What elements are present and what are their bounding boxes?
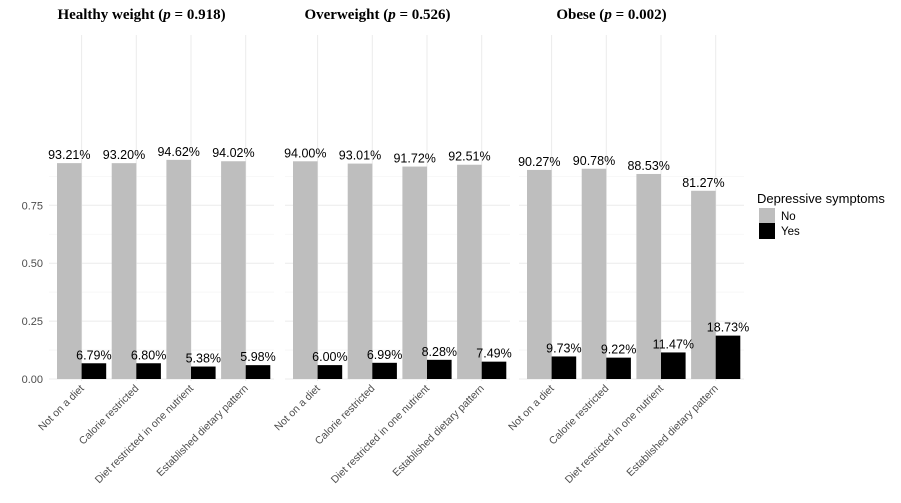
legend-title: Depressive symptoms xyxy=(757,191,885,206)
bar-no xyxy=(636,173,661,379)
data-label: 5.38% xyxy=(186,352,221,366)
data-label: 9.22% xyxy=(601,343,636,357)
data-label: 90.78% xyxy=(573,154,615,168)
x-tick-label: Established dietary pattern xyxy=(390,383,487,480)
x-tick-label: Established dietary pattern xyxy=(154,383,251,480)
panel-title: Healthy weight (p = 0.918) xyxy=(57,7,225,23)
legend-label-no: No xyxy=(781,211,796,223)
x-tick-label: Diet restricted in one nutrient xyxy=(563,383,666,486)
bar-no xyxy=(221,161,246,379)
bar-yes xyxy=(481,361,507,379)
data-label: 6.00% xyxy=(312,350,347,364)
x-tick-label: Not on a diet xyxy=(272,383,323,434)
data-label: 93.01% xyxy=(339,149,381,163)
data-label: 6.80% xyxy=(131,348,166,362)
data-label: 5.98% xyxy=(240,350,275,364)
bar-no xyxy=(347,163,373,379)
data-label: 94.02% xyxy=(212,146,254,160)
bar-yes xyxy=(606,357,631,379)
x-tick-label: Diet restricted in one nutrient xyxy=(329,383,432,486)
bar-yes xyxy=(715,335,741,379)
data-label: 81.27% xyxy=(682,176,724,190)
data-label: 92.51% xyxy=(448,150,490,164)
y-tick-label: 0.00 xyxy=(22,374,43,386)
y-tick-label: 0.50 xyxy=(22,258,43,270)
bars xyxy=(57,159,741,379)
bar-no xyxy=(57,163,82,379)
data-label: 18.73% xyxy=(707,321,749,335)
bar-no xyxy=(166,159,191,379)
bar-no xyxy=(402,166,427,379)
x-tick-label: Established dietary pattern xyxy=(624,383,721,480)
panel-title: Overweight (p = 0.526) xyxy=(304,7,450,23)
bar-no xyxy=(527,169,552,379)
data-label: 88.53% xyxy=(627,159,669,173)
panel-titles: Healthy weight (p = 0.918) Overweight (p … xyxy=(57,7,666,23)
data-label: 94.00% xyxy=(284,146,326,160)
data-label: 9.73% xyxy=(546,341,581,355)
bar-yes xyxy=(372,362,397,379)
bar-no xyxy=(691,190,716,379)
bar-yes xyxy=(551,356,577,379)
x-tick-label: Not on a diet xyxy=(506,383,557,434)
bar-yes xyxy=(317,365,343,379)
bar-yes xyxy=(661,352,686,379)
bar-yes xyxy=(136,363,161,379)
data-label: 6.99% xyxy=(367,348,402,362)
bar-yes xyxy=(427,359,452,379)
y-tick-label: 0.75 xyxy=(22,200,43,212)
bar-no xyxy=(581,168,607,379)
panel-title: Obese (p = 0.002) xyxy=(556,7,666,23)
data-label: 8.28% xyxy=(422,345,457,359)
bar-yes xyxy=(245,365,271,379)
bar-no xyxy=(457,164,482,379)
y-axis: 0.00 0.25 0.50 0.75 xyxy=(22,200,43,386)
bar-no xyxy=(111,163,137,379)
data-label: 93.20% xyxy=(103,148,145,162)
data-label: 6.79% xyxy=(76,348,111,362)
legend-swatch-no xyxy=(759,208,775,224)
data-label: 90.27% xyxy=(518,155,560,169)
data-label: 94.62% xyxy=(157,145,199,159)
x-tick-label: Diet restricted in one nutrient xyxy=(93,383,196,486)
data-labels: 93.21% 6.79% 93.20% 6.80% 94.62% 5.38% 94.02% 5… xyxy=(48,145,749,366)
y-tick-label: 0.25 xyxy=(22,316,43,328)
legend: Depressive symptoms No Yes xyxy=(757,191,885,239)
bar-yes xyxy=(81,363,107,379)
legend-label-yes: Yes xyxy=(781,226,800,238)
data-label: 7.49% xyxy=(476,347,511,361)
data-label: 93.21% xyxy=(48,148,90,162)
bar-yes xyxy=(191,366,216,379)
data-label: 11.47% xyxy=(653,337,694,351)
data-label: 91.72% xyxy=(393,152,435,166)
legend-swatch-yes xyxy=(759,223,775,239)
x-tick-label: Not on a diet xyxy=(36,383,87,434)
bar-no xyxy=(293,161,318,379)
